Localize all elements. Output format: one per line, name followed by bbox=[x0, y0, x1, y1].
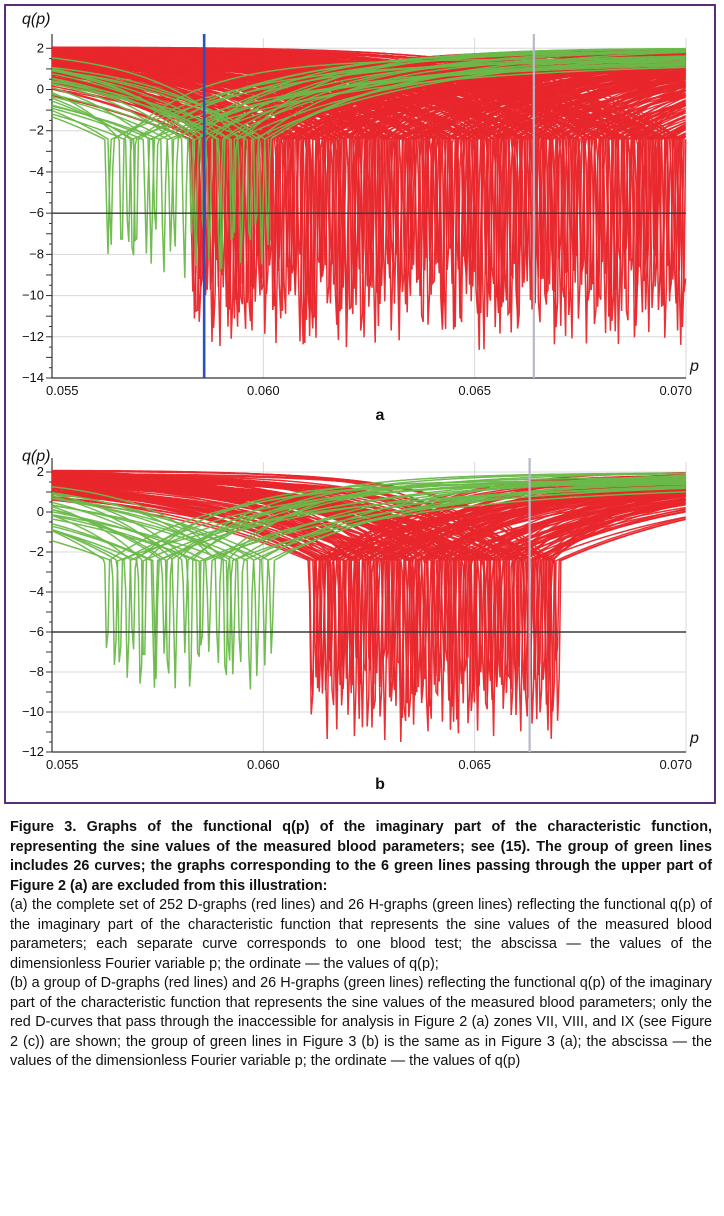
panel-b-y-axis-label: q(p) bbox=[22, 448, 50, 465]
y-tick-label: 0 bbox=[37, 82, 44, 97]
caption-title: Figure 3. Graphs of the functional q(p) … bbox=[10, 819, 712, 894]
x-tick-label: 0.065 bbox=[458, 383, 491, 398]
panel-b-tick-labels: 2 0 −2 −4 −6 −8 −10 −120.055 0.060 0.065 0.070 bbox=[22, 464, 692, 772]
y-tick-label: −2 bbox=[29, 544, 44, 559]
panel-a-curves bbox=[51, 46, 687, 350]
y-tick-label: 2 bbox=[37, 40, 44, 55]
y-tick-label: −14 bbox=[22, 370, 44, 385]
x-tick-label: 0.060 bbox=[247, 757, 280, 772]
panel-a-tick-labels: 2 0 −2 −4 −6 −8 −10 −12 −140.055 0.060 0.065 0.070 bbox=[22, 40, 692, 398]
y-tick-label: −12 bbox=[22, 329, 44, 344]
green-curve bbox=[51, 487, 686, 690]
green-curve bbox=[51, 480, 686, 675]
y-tick-label: −4 bbox=[29, 164, 44, 179]
green-curve bbox=[51, 63, 686, 252]
panel-b-letter: b bbox=[375, 776, 385, 793]
x-tick-label: 0.060 bbox=[247, 383, 280, 398]
red-curve bbox=[51, 68, 686, 331]
panel-a-letter: a bbox=[376, 407, 385, 424]
y-tick-label: 2 bbox=[37, 464, 44, 479]
caption-paragraph-b: (b) a group of D-graphs (red lines) and … bbox=[10, 975, 712, 1069]
green-curve bbox=[51, 57, 686, 241]
green-curve bbox=[51, 58, 686, 233]
green-curve bbox=[51, 51, 686, 265]
y-tick-label: −4 bbox=[29, 584, 44, 599]
y-tick-label: −8 bbox=[29, 246, 44, 261]
red-curve bbox=[52, 46, 687, 271]
green-curve bbox=[51, 477, 686, 676]
green-curve bbox=[51, 66, 686, 273]
caption-paragraph-a: (a) the complete set of 252 D-graphs (re… bbox=[10, 897, 712, 972]
y-tick-label: −8 bbox=[29, 664, 44, 679]
x-tick-label: 0.065 bbox=[458, 757, 491, 772]
red-curve bbox=[52, 470, 686, 731]
chart-panel-b: 2 0 −2 −4 −6 −8 −10 −120.055 0.060 0.065 0.070 q(p… bbox=[22, 448, 699, 793]
x-tick-label: 0.055 bbox=[46, 383, 79, 398]
y-tick-label: 0 bbox=[37, 504, 44, 519]
green-curve bbox=[51, 485, 686, 654]
red-curve bbox=[52, 485, 686, 720]
panel-a-x-axis-label: p bbox=[689, 358, 699, 375]
panel-b-curves bbox=[51, 469, 686, 743]
green-curve bbox=[51, 49, 686, 272]
panel-a-overlays bbox=[52, 34, 686, 378]
green-curve bbox=[51, 51, 686, 241]
x-tick-label: 0.055 bbox=[46, 757, 79, 772]
figure-charts: 20−2−4−6−8−10−12−140.055 0.060 0.065 0.070 … bbox=[22, 11, 699, 793]
y-tick-label: −10 bbox=[22, 288, 44, 303]
y-tick-label: −6 bbox=[29, 205, 44, 220]
figure-caption: Figure 3. Graphs of the functional q(p) … bbox=[10, 818, 712, 1072]
y-tick-label: −10 bbox=[22, 704, 44, 719]
panel-b-x-axis-label: p bbox=[689, 730, 699, 747]
green-curve bbox=[51, 56, 686, 226]
green-curve bbox=[51, 57, 686, 246]
red-curve bbox=[52, 49, 687, 293]
y-tick-label: −12 bbox=[22, 744, 44, 759]
green-curve bbox=[51, 472, 686, 654]
green-curve bbox=[51, 473, 686, 687]
y-tick-label: −2 bbox=[29, 123, 44, 138]
x-tick-label: 0.070 bbox=[659, 383, 692, 398]
red-curve bbox=[51, 49, 686, 294]
panel-b-overlays bbox=[52, 458, 686, 752]
x-tick-label: 0.070 bbox=[659, 757, 692, 772]
chart-panel-a: 20−2−4−6−8−10−12−140.055 0.060 0.065 0.070 … bbox=[22, 11, 699, 424]
green-curve bbox=[51, 480, 686, 663]
panel-a-y-axis-label: q(p) bbox=[22, 11, 50, 28]
y-tick-label: −6 bbox=[29, 624, 44, 639]
red-curve bbox=[51, 54, 686, 338]
green-curve bbox=[51, 47, 686, 264]
red-curve bbox=[52, 476, 686, 680]
